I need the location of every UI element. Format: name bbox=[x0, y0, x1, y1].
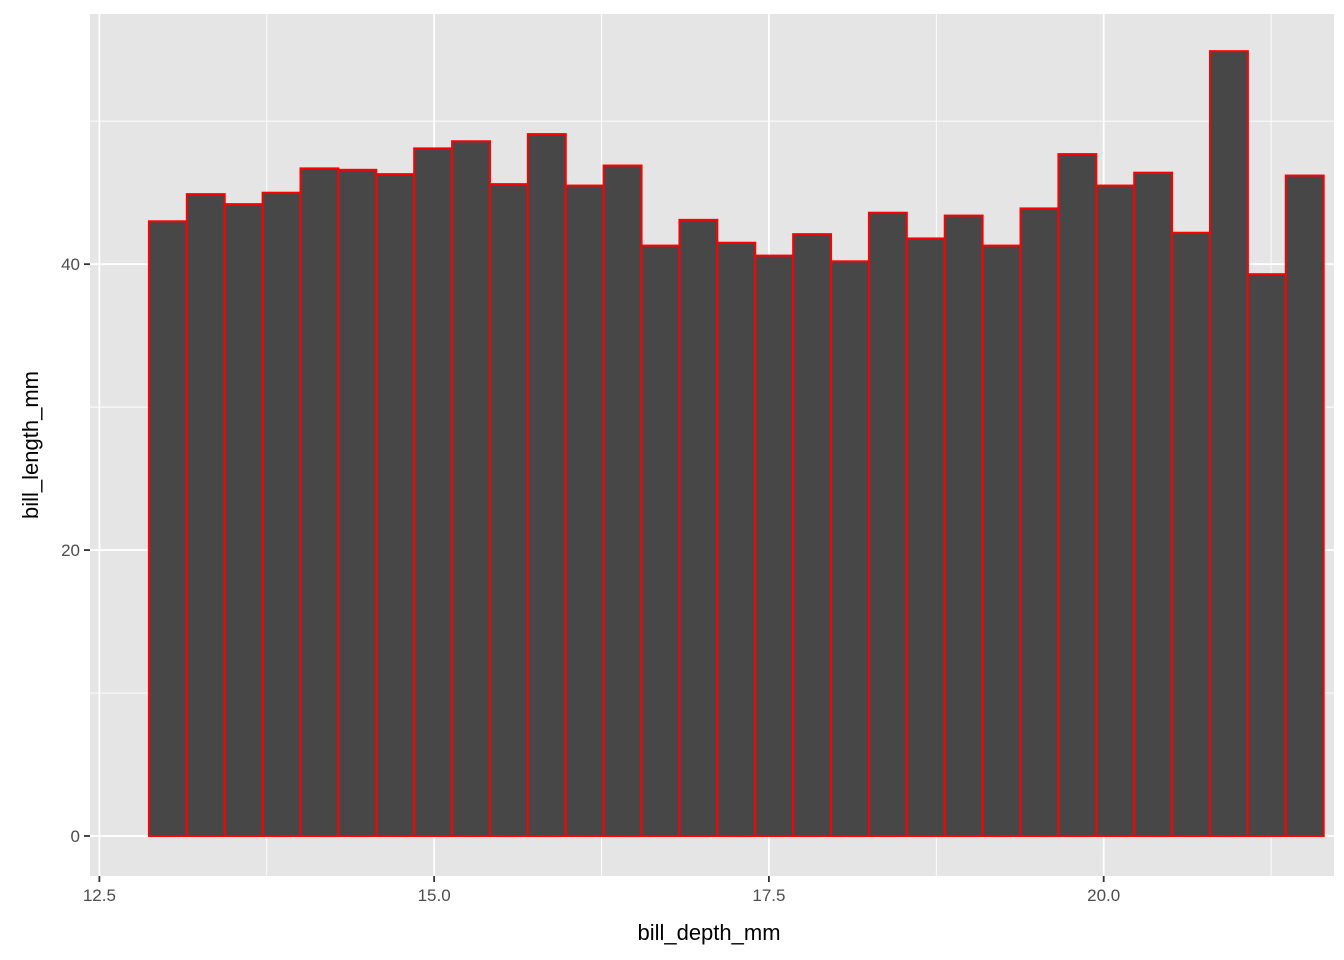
histogram-bar bbox=[337, 168, 378, 837]
histogram-bar bbox=[1171, 231, 1212, 837]
y-tick-label: 40 bbox=[61, 255, 80, 274]
histogram-bar bbox=[1133, 171, 1174, 837]
histogram-bar bbox=[451, 140, 491, 837]
histogram-bar bbox=[261, 191, 302, 837]
y-tick-label: 0 bbox=[71, 827, 80, 846]
x-axis-title: bill_depth_mm bbox=[637, 920, 780, 945]
histogram-bar bbox=[678, 218, 719, 837]
y-tick-label: 20 bbox=[61, 541, 80, 560]
histogram-bar bbox=[792, 233, 833, 837]
histogram-bar bbox=[526, 133, 567, 837]
histogram-bar bbox=[1057, 153, 1098, 837]
x-tick-label: 12.5 bbox=[83, 886, 116, 905]
histogram-bar bbox=[716, 241, 757, 837]
x-tick-label: 15.0 bbox=[418, 886, 451, 905]
histogram-bar bbox=[1019, 207, 1060, 837]
histogram-bar bbox=[413, 147, 454, 837]
histogram-bar bbox=[640, 244, 681, 837]
histogram-bar bbox=[1209, 50, 1249, 837]
histogram-bar bbox=[299, 167, 340, 837]
x-tick-label: 20.0 bbox=[1087, 886, 1120, 905]
histogram-bar bbox=[602, 164, 643, 837]
histogram-bar bbox=[147, 220, 188, 837]
histogram-bar bbox=[830, 260, 870, 837]
histogram-bar bbox=[1284, 174, 1325, 837]
histogram-bar bbox=[867, 211, 908, 837]
histogram-bar bbox=[223, 203, 264, 837]
x-tick-label: 17.5 bbox=[752, 886, 785, 905]
histogram-bar bbox=[488, 183, 529, 837]
histogram-bar bbox=[375, 173, 416, 837]
histogram-bar bbox=[1095, 184, 1136, 837]
histogram-bar bbox=[1246, 273, 1287, 837]
histogram-bar bbox=[981, 244, 1022, 837]
histogram-bar bbox=[943, 214, 984, 837]
histogram-bar bbox=[754, 254, 795, 837]
y-axis-title: bill_length_mm bbox=[18, 371, 43, 519]
histogram-bar bbox=[905, 237, 946, 837]
x-axis: 12.5 15.0 17.5 20.0 bbox=[83, 876, 1120, 905]
y-axis: 0 20 40 bbox=[61, 255, 90, 846]
histogram-bar bbox=[185, 193, 226, 837]
histogram-bar bbox=[564, 184, 605, 837]
bars bbox=[147, 50, 1325, 837]
